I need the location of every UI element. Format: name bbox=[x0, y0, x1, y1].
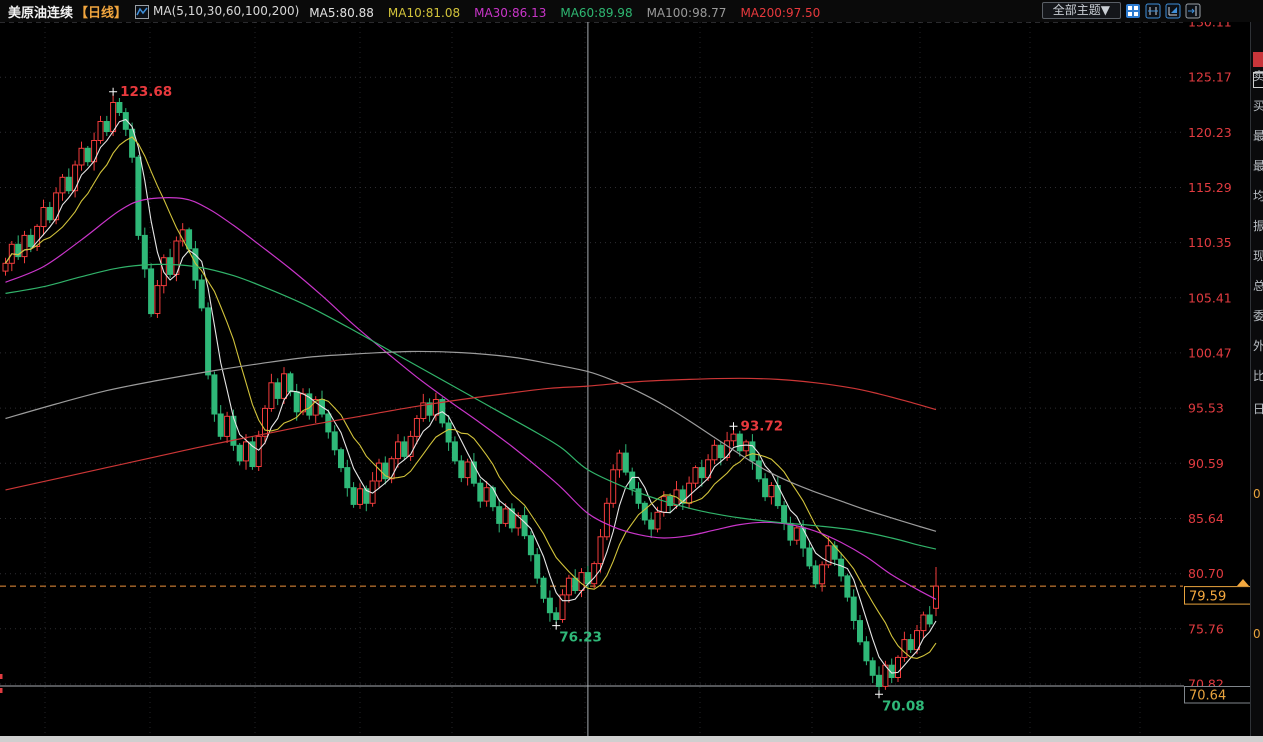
y-axis-tick: 95.53 bbox=[1188, 401, 1224, 416]
quote-field-label: 日 bbox=[1253, 400, 1263, 417]
svg-text:76.23: 76.23 bbox=[559, 630, 602, 646]
ma10-line bbox=[5, 136, 937, 659]
chart-header: 美原油连续 【日线】 MA(5,10,30,60,100,200) MA5:80… bbox=[0, 0, 1263, 22]
quote-field-label: 现 bbox=[1253, 247, 1263, 264]
svg-text:123.68: 123.68 bbox=[120, 84, 172, 100]
y-axis-tick: 110.35 bbox=[1188, 235, 1232, 250]
quad-view-icon[interactable] bbox=[1125, 3, 1141, 19]
y-axis-tick: 100.47 bbox=[1188, 345, 1232, 360]
y-axis-tick: 105.41 bbox=[1188, 290, 1232, 305]
y-axis-tick: 80.70 bbox=[1188, 566, 1224, 581]
price-annotation: 93.72 bbox=[729, 418, 784, 434]
quote-field-label: 买 bbox=[1253, 97, 1263, 114]
quote-field-label: 最 bbox=[1253, 127, 1263, 144]
ma30-line bbox=[5, 197, 937, 600]
quote-field-label: 外 bbox=[1253, 337, 1263, 354]
y-axis-tick: 90.59 bbox=[1188, 456, 1224, 471]
crosshair-price-box: 70.64 bbox=[1184, 686, 1260, 704]
clipped-box-fragment bbox=[1253, 72, 1263, 88]
price-annotation: 70.08 bbox=[875, 690, 925, 714]
ma-value-label: MA10:81.08 bbox=[387, 5, 461, 20]
ma-value-label: MA60:89.98 bbox=[560, 5, 633, 20]
svg-text:70.08: 70.08 bbox=[882, 698, 925, 714]
price-annotation: 123.68 bbox=[109, 84, 172, 100]
ma-values: MA5:80.88 MA10:81.08 MA30:86.13 MA60:89.98 M… bbox=[309, 2, 834, 21]
quote-field-label: 比 bbox=[1253, 367, 1263, 384]
svg-text:79.59: 79.59 bbox=[1189, 590, 1226, 605]
y-axis-tick: 115.29 bbox=[1188, 180, 1232, 195]
ma-value-label: MA200:97.50 bbox=[740, 5, 821, 20]
quote-field-label: 委 bbox=[1253, 307, 1263, 324]
quote-field-label: 卖 bbox=[1253, 67, 1263, 84]
symbol-name: 美原油连续 bbox=[8, 5, 74, 21]
header-toolbar: 全部主题▼ bbox=[1041, 2, 1201, 19]
left-clipped-mark bbox=[0, 688, 3, 693]
bottom-scrollbar[interactable] bbox=[0, 736, 1263, 742]
ma60-line bbox=[5, 263, 937, 550]
quote-field-label: 振 bbox=[1253, 217, 1263, 234]
ma-value-label: MA5:80.88 bbox=[309, 5, 374, 20]
quote-field-value: 0 bbox=[1253, 627, 1261, 641]
theme-dropdown-button[interactable]: 全部主题▼ bbox=[1041, 2, 1121, 19]
ma100-line bbox=[5, 350, 937, 532]
chart-type-icon[interactable] bbox=[135, 4, 150, 19]
collapse-right-panel-icon[interactable] bbox=[1185, 3, 1201, 19]
quote-field-value: 0 bbox=[1253, 487, 1261, 501]
latest-price-box: 79.59 bbox=[1184, 579, 1252, 605]
ma-value-label: MA30:86.13 bbox=[474, 5, 547, 20]
ma5-line bbox=[5, 118, 937, 674]
y-axis-tick: 75.76 bbox=[1188, 621, 1224, 636]
quote-panel-sliver: 卖买最最均振现总委外比日00 bbox=[1250, 22, 1263, 736]
ma200-line bbox=[5, 377, 937, 491]
quote-field-label: 最 bbox=[1253, 157, 1263, 174]
candles-layer bbox=[2, 93, 939, 693]
ma-group-label: MA(5,10,30,60,100,200) bbox=[153, 4, 300, 18]
quote-field-label: 总 bbox=[1253, 277, 1263, 294]
svg-text:93.72: 93.72 bbox=[741, 418, 784, 434]
period-label[interactable]: 【日线】 bbox=[75, 5, 128, 21]
svg-text:70.64: 70.64 bbox=[1189, 689, 1226, 704]
crosshair bbox=[0, 22, 1184, 736]
horizontal-scale-icon[interactable] bbox=[1145, 3, 1161, 19]
price-scale-icon[interactable] bbox=[1165, 3, 1181, 19]
y-axis-tick: 125.17 bbox=[1188, 70, 1232, 85]
price-annotation: 76.23 bbox=[552, 621, 602, 646]
y-axis-tick: 120.23 bbox=[1188, 125, 1232, 140]
y-axis-tick: 85.64 bbox=[1188, 511, 1224, 526]
quote-field-label: 均 bbox=[1253, 187, 1263, 204]
ma-value-label: MA100:98.77 bbox=[646, 5, 727, 20]
clipped-price-fragment bbox=[1253, 52, 1263, 67]
left-clipped-mark bbox=[0, 674, 3, 679]
